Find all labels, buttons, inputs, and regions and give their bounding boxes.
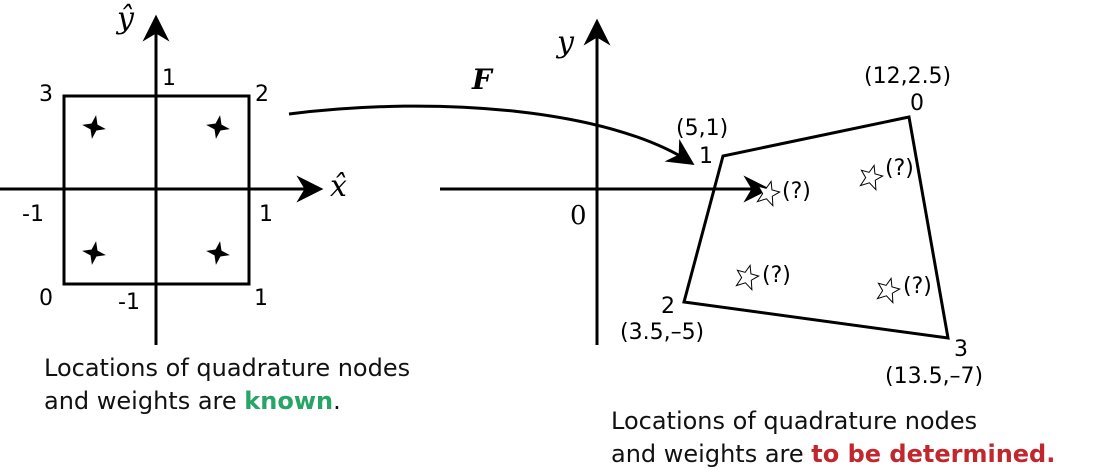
ref-corner-2: 2: [255, 82, 269, 107]
y-axis-label: y: [557, 25, 574, 60]
vertex-3-index: 3: [954, 337, 968, 362]
reference-element: [0, 14, 324, 345]
unknown-node-label: (?): [885, 156, 914, 181]
unknown-node-label: (?): [903, 274, 932, 299]
caption-left-known: known: [244, 387, 334, 415]
ref-corner-3: 3: [39, 82, 53, 107]
unknown-node-label: (?): [782, 179, 811, 204]
mapping-label: F: [472, 63, 492, 96]
vertex-0-coord: (12,2.5): [864, 64, 952, 89]
unknown-node-label: (?): [762, 263, 791, 288]
mapping-arrow: [288, 104, 695, 165]
unknown-node-star: [876, 277, 901, 305]
known-node-star: [82, 241, 106, 265]
known-node-star: [206, 241, 230, 265]
caption-right: Locations of quadrature nodes and weight…: [611, 405, 1055, 471]
physical-element: [440, 18, 950, 345]
vertex-3-coord: (13.5,–7): [885, 364, 984, 389]
vertex-2-coord: (3.5,–5): [620, 320, 705, 345]
caption-right-tbd: to be determined.: [811, 440, 1056, 468]
vertex-0-index: 0: [910, 91, 924, 116]
known-node-star: [206, 115, 230, 139]
x-hat-axis-label: x̂: [330, 169, 347, 204]
unknown-node-star: [735, 264, 760, 292]
caption-right-pre: and weights are: [611, 440, 812, 468]
ref-corner-1: 1: [254, 286, 268, 311]
caption-right-line2: and weights are to be determined.: [611, 438, 1055, 471]
vertex-2-index: 2: [661, 294, 675, 319]
physical-quadrilateral: [682, 115, 950, 340]
unknown-node-star: [859, 164, 884, 192]
caption-left: Locations of quadrature nodes and weight…: [44, 352, 410, 418]
origin-label: 0: [570, 201, 587, 231]
vertex-1-coord: (5,1): [676, 116, 729, 141]
caption-left-pre: and weights are: [44, 387, 245, 415]
reference-square: [62, 94, 251, 286]
vertex-1-index: 1: [699, 144, 713, 169]
caption-left-line2: and weights are known.: [44, 385, 410, 418]
unknown-node-star: [756, 180, 781, 208]
y-hat-tick-neg: -1: [118, 290, 140, 315]
x-hat-tick-neg: -1: [22, 202, 44, 227]
caption-right-line1: Locations of quadrature nodes: [611, 407, 978, 435]
known-node-star: [82, 115, 106, 139]
y-hat-axis-label: ŷ: [117, 1, 134, 36]
caption-left-post: .: [333, 387, 341, 415]
caption-left-line1: Locations of quadrature nodes: [44, 354, 411, 382]
y-hat-tick-pos: 1: [162, 66, 176, 91]
x-hat-tick-pos: 1: [259, 202, 273, 227]
ref-corner-0: 0: [39, 286, 53, 311]
